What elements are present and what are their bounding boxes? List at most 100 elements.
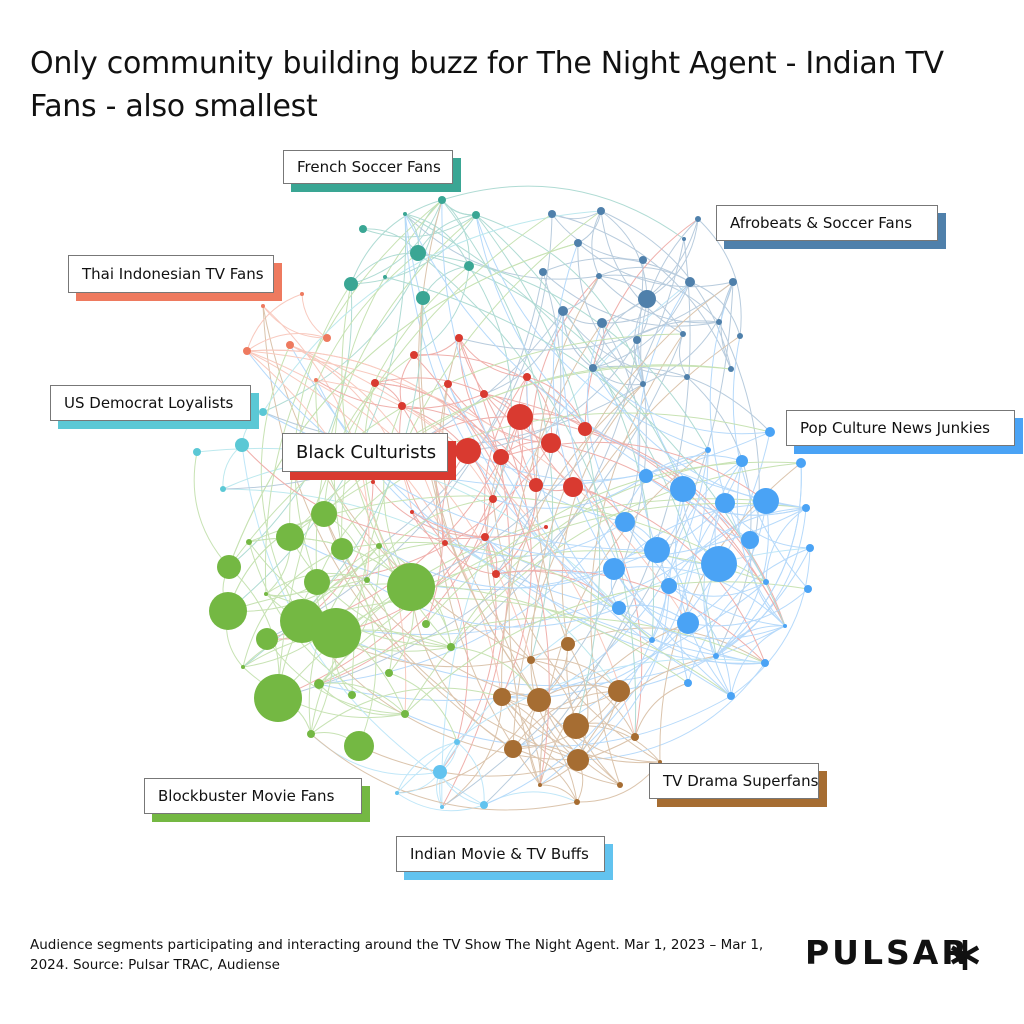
edge bbox=[315, 379, 620, 609]
logo-star bbox=[950, 940, 980, 970]
community-label: Black Culturists bbox=[282, 433, 448, 472]
edge bbox=[246, 349, 502, 458]
edge bbox=[645, 454, 743, 477]
node bbox=[504, 740, 522, 758]
edge bbox=[266, 638, 406, 715]
node bbox=[529, 478, 543, 492]
edge bbox=[318, 498, 494, 685]
edge bbox=[592, 367, 771, 435]
node bbox=[254, 674, 302, 722]
edge bbox=[501, 696, 578, 803]
edge bbox=[618, 607, 786, 640]
edge bbox=[315, 379, 494, 500]
node bbox=[371, 480, 375, 484]
node bbox=[670, 476, 696, 502]
node bbox=[395, 791, 399, 795]
node bbox=[567, 749, 589, 771]
edge bbox=[242, 666, 406, 719]
edge bbox=[584, 218, 699, 430]
node bbox=[220, 486, 226, 492]
edge bbox=[530, 659, 621, 786]
edge bbox=[598, 274, 720, 323]
node bbox=[783, 624, 787, 628]
node bbox=[563, 713, 589, 739]
edge bbox=[475, 214, 684, 490]
edge bbox=[642, 281, 734, 385]
node bbox=[398, 402, 406, 410]
node bbox=[507, 404, 533, 430]
edge bbox=[526, 376, 586, 430]
node bbox=[276, 523, 304, 551]
edge bbox=[241, 444, 485, 806]
edge bbox=[262, 305, 532, 661]
edge bbox=[592, 367, 644, 386]
edge bbox=[736, 460, 786, 627]
edge bbox=[552, 242, 615, 570]
node bbox=[480, 390, 488, 398]
edge bbox=[724, 502, 811, 549]
edge bbox=[366, 498, 494, 581]
node bbox=[763, 579, 769, 585]
edge bbox=[567, 627, 766, 664]
edge bbox=[404, 695, 732, 747]
edge bbox=[539, 449, 709, 786]
edge bbox=[577, 585, 670, 761]
edge bbox=[289, 344, 446, 544]
edge bbox=[294, 283, 352, 583]
edge bbox=[492, 475, 647, 509]
edge bbox=[495, 271, 562, 575]
edge bbox=[562, 310, 688, 378]
node bbox=[729, 278, 737, 286]
edge bbox=[442, 383, 532, 661]
node bbox=[481, 533, 489, 541]
edge bbox=[350, 199, 443, 285]
node bbox=[574, 239, 582, 247]
edge bbox=[483, 393, 532, 698]
community-label: Afrobeats & Soccer Fans bbox=[716, 205, 938, 241]
community-label: Indian Movie & TV Buffs bbox=[396, 836, 605, 872]
node bbox=[311, 501, 337, 527]
edge bbox=[401, 405, 444, 625]
edge bbox=[289, 365, 732, 538]
node bbox=[447, 643, 455, 651]
edge bbox=[456, 741, 485, 806]
edge bbox=[411, 511, 547, 538]
node bbox=[806, 544, 814, 552]
edge bbox=[732, 335, 809, 590]
node bbox=[633, 336, 641, 344]
edge bbox=[475, 214, 644, 385]
edge bbox=[404, 213, 807, 509]
edge bbox=[289, 252, 419, 538]
edge bbox=[227, 545, 380, 612]
node bbox=[440, 805, 444, 809]
node bbox=[682, 237, 686, 241]
edge bbox=[404, 462, 802, 715]
edge bbox=[484, 416, 523, 538]
edge bbox=[248, 537, 412, 588]
edge bbox=[668, 581, 767, 597]
edge bbox=[450, 259, 644, 648]
node bbox=[612, 601, 626, 615]
node bbox=[558, 306, 568, 316]
node bbox=[323, 334, 331, 342]
edge bbox=[444, 521, 626, 557]
edge bbox=[289, 344, 413, 513]
node bbox=[235, 438, 249, 452]
community-label: Pop Culture News Junkies bbox=[786, 410, 1015, 446]
node bbox=[246, 539, 252, 545]
edge bbox=[458, 281, 734, 351]
node bbox=[715, 493, 735, 513]
edge bbox=[413, 354, 550, 786]
node bbox=[193, 448, 201, 456]
node bbox=[493, 449, 509, 465]
edge bbox=[577, 242, 644, 385]
edge bbox=[512, 748, 578, 803]
node bbox=[455, 438, 481, 464]
edge bbox=[551, 213, 644, 261]
edge bbox=[475, 214, 601, 727]
edge bbox=[310, 733, 578, 811]
edge bbox=[675, 488, 732, 697]
node bbox=[307, 730, 315, 738]
edge bbox=[687, 588, 809, 627]
edge bbox=[264, 199, 443, 595]
